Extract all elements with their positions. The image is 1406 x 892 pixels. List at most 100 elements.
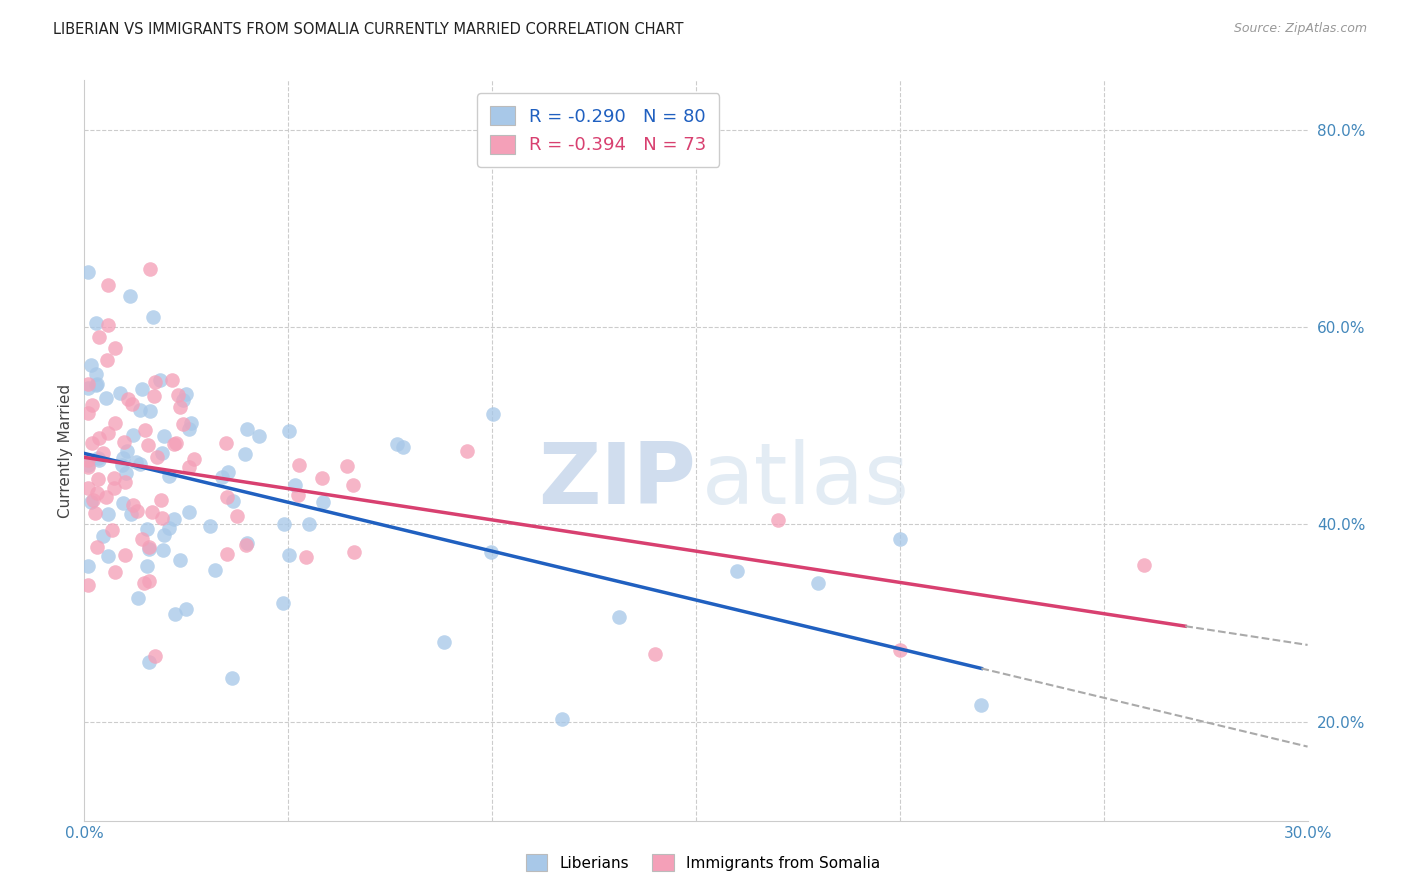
Point bbox=[136, 523, 159, 537]
Point bbox=[725, 565, 748, 579]
Point bbox=[153, 429, 176, 443]
Point bbox=[482, 407, 505, 421]
Point bbox=[284, 478, 307, 492]
Point bbox=[271, 596, 294, 610]
Point bbox=[165, 607, 187, 621]
Point bbox=[138, 542, 160, 557]
Point bbox=[131, 382, 153, 396]
Point bbox=[607, 609, 630, 624]
Point bbox=[77, 559, 100, 574]
Point bbox=[122, 428, 145, 442]
Point bbox=[235, 422, 257, 436]
Point bbox=[456, 443, 478, 458]
Point bbox=[89, 431, 111, 445]
Point bbox=[172, 417, 194, 431]
Point bbox=[807, 575, 830, 590]
Point bbox=[183, 451, 205, 466]
Point bbox=[97, 318, 120, 332]
Point bbox=[222, 493, 245, 508]
Point bbox=[82, 398, 104, 412]
Point bbox=[112, 435, 135, 450]
Point bbox=[108, 386, 131, 401]
Point bbox=[311, 471, 333, 485]
Point bbox=[89, 329, 111, 343]
Point bbox=[247, 429, 270, 443]
Point bbox=[77, 376, 100, 391]
Point bbox=[104, 417, 127, 431]
Point bbox=[215, 547, 238, 561]
Point bbox=[134, 423, 156, 437]
Point bbox=[217, 490, 239, 504]
Point bbox=[150, 511, 173, 525]
Point bbox=[179, 459, 201, 474]
Point bbox=[226, 509, 249, 524]
Point bbox=[387, 436, 409, 450]
Point bbox=[104, 341, 127, 355]
Point bbox=[215, 435, 238, 450]
Point bbox=[142, 389, 165, 403]
Point bbox=[391, 440, 413, 454]
Point bbox=[127, 591, 149, 605]
Point bbox=[115, 443, 138, 458]
Point bbox=[221, 671, 243, 685]
Point bbox=[160, 373, 183, 387]
Point bbox=[146, 450, 169, 464]
Point bbox=[89, 452, 111, 467]
Point bbox=[111, 458, 134, 473]
Point bbox=[277, 424, 299, 438]
Point bbox=[165, 436, 187, 450]
Point bbox=[114, 466, 136, 480]
Point bbox=[141, 505, 163, 519]
Point bbox=[104, 565, 127, 579]
Point bbox=[136, 437, 159, 451]
Point bbox=[149, 493, 172, 508]
Point bbox=[235, 447, 257, 461]
Point bbox=[97, 425, 120, 440]
Point bbox=[163, 512, 186, 526]
Point bbox=[298, 516, 321, 531]
Point bbox=[101, 523, 124, 537]
Point bbox=[169, 401, 191, 415]
Point bbox=[889, 533, 911, 547]
Point bbox=[91, 529, 114, 543]
Point bbox=[174, 386, 197, 401]
Point bbox=[889, 643, 911, 657]
Point bbox=[121, 499, 143, 513]
Point bbox=[131, 532, 153, 546]
Point bbox=[97, 277, 120, 292]
Point bbox=[103, 470, 125, 484]
Point bbox=[198, 518, 221, 533]
Point bbox=[138, 655, 160, 669]
Point bbox=[77, 265, 100, 279]
Point bbox=[172, 393, 194, 408]
Point bbox=[236, 536, 259, 550]
Point bbox=[114, 475, 136, 490]
Point bbox=[766, 513, 789, 527]
Point bbox=[157, 521, 180, 535]
Point bbox=[235, 538, 257, 552]
Point bbox=[87, 472, 110, 486]
Point bbox=[97, 549, 120, 564]
Point bbox=[149, 373, 172, 387]
Point bbox=[157, 468, 180, 483]
Point bbox=[77, 406, 100, 420]
Point bbox=[135, 559, 157, 574]
Point bbox=[77, 577, 100, 591]
Point bbox=[80, 358, 103, 372]
Point bbox=[277, 548, 299, 562]
Point bbox=[287, 488, 309, 502]
Point bbox=[120, 507, 142, 521]
Point bbox=[551, 712, 574, 726]
Point bbox=[82, 492, 104, 507]
Point bbox=[79, 495, 101, 509]
Point bbox=[169, 553, 191, 567]
Point bbox=[84, 377, 107, 392]
Point bbox=[86, 541, 108, 555]
Point bbox=[121, 396, 143, 410]
Point bbox=[84, 317, 107, 331]
Point bbox=[128, 457, 150, 471]
Point bbox=[94, 391, 117, 405]
Point bbox=[177, 422, 200, 436]
Point bbox=[143, 648, 166, 663]
Point bbox=[134, 576, 156, 591]
